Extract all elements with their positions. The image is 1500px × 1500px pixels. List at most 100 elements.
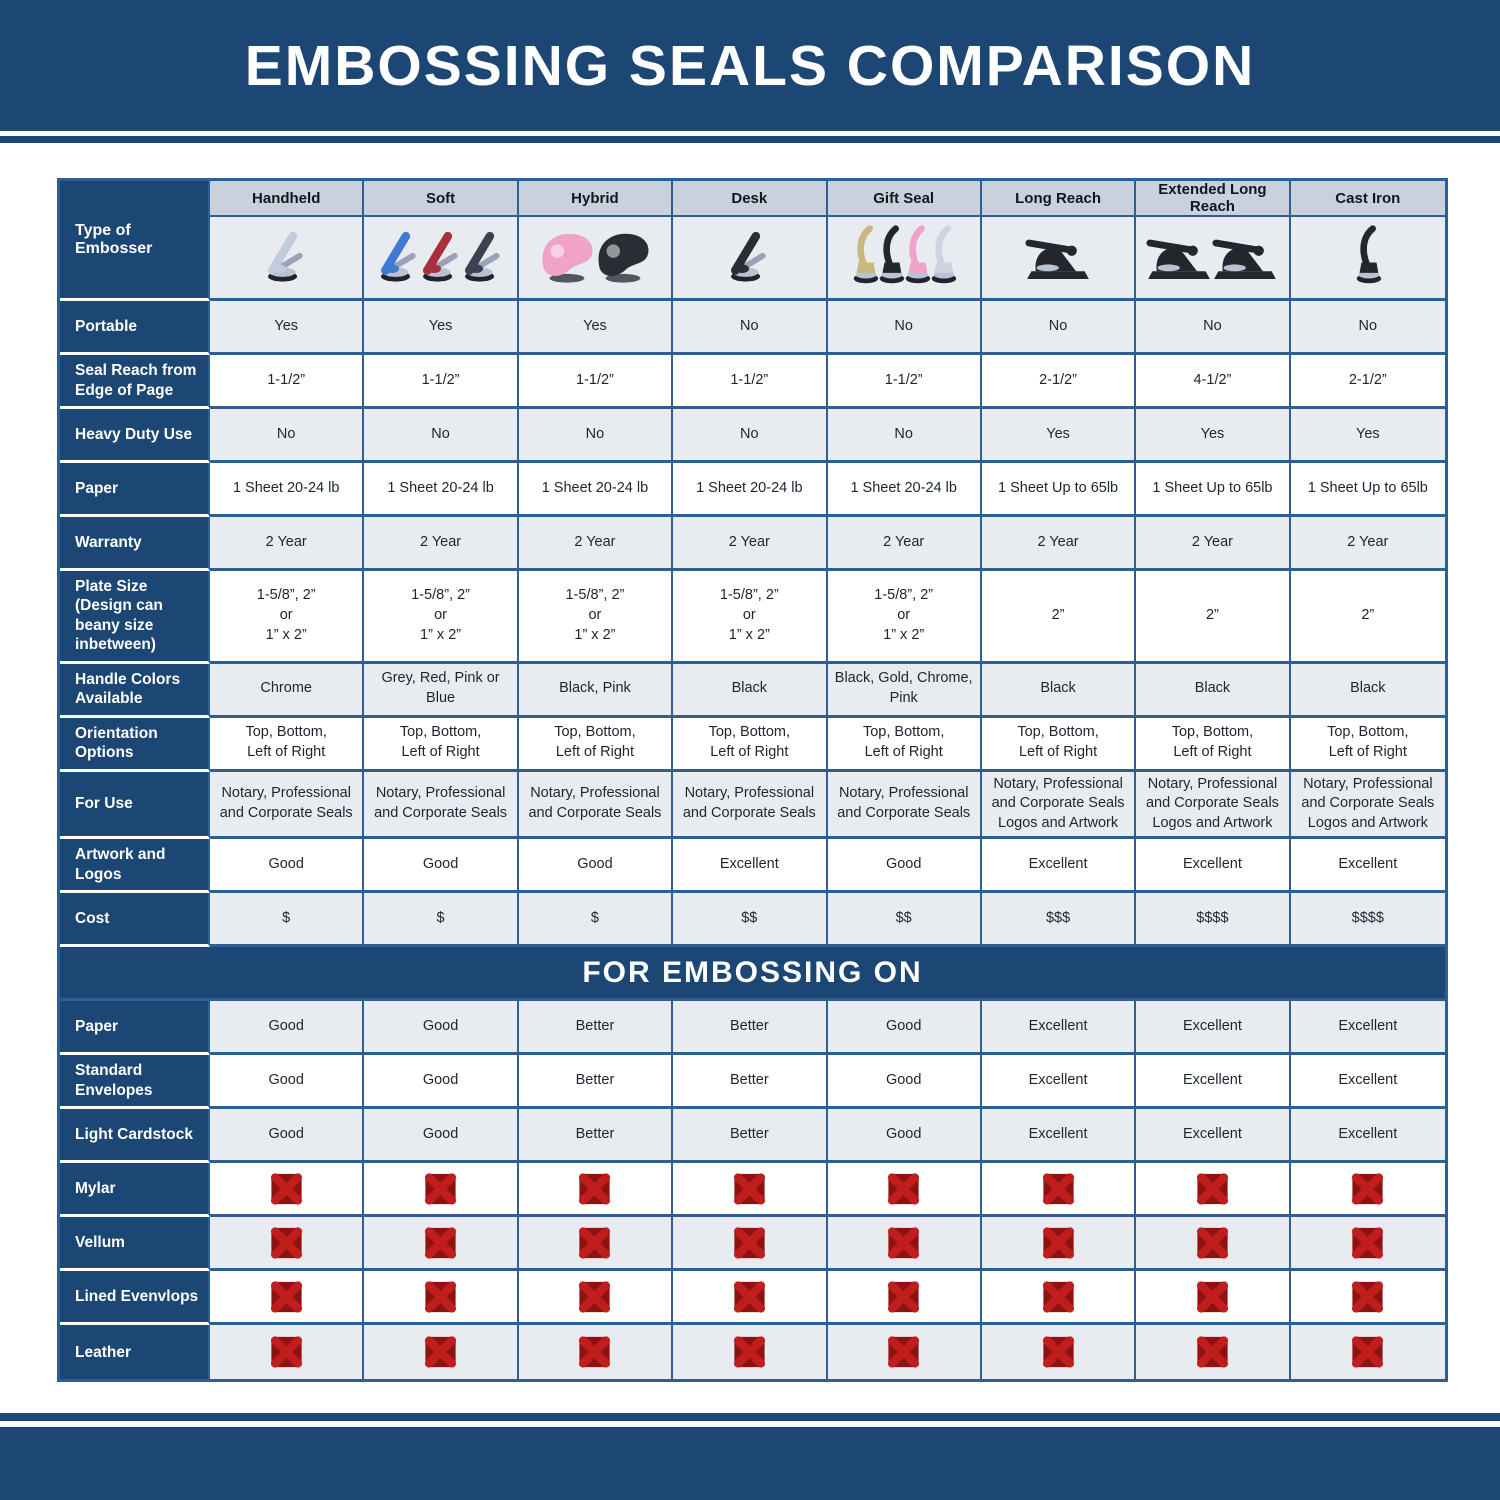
cell: No (518, 409, 674, 463)
cell: Yes (981, 409, 1137, 463)
cell: Good (827, 1109, 982, 1164)
cell: Good (827, 1001, 982, 1056)
row-label: Standard Envelopes (60, 1055, 210, 1110)
cell: 1 Sheet 20-24 lb (518, 463, 674, 517)
cell: 1 Sheet 20-24 lb (827, 463, 982, 517)
x-icon (888, 1227, 920, 1259)
cell: Excellent (1290, 1001, 1445, 1056)
cast-iron-embosser-image (1290, 217, 1445, 301)
cell-not-suitable (981, 1217, 1137, 1272)
column-header-5: Long Reach (981, 181, 1137, 217)
x-icon (1352, 1281, 1384, 1313)
cell: Excellent (981, 1001, 1137, 1056)
cell-not-suitable (210, 1325, 365, 1380)
x-icon (1042, 1336, 1074, 1368)
cell: 1-1/2” (827, 355, 982, 409)
row-label: Lined Evenvlops (60, 1271, 210, 1326)
cell: Excellent (673, 839, 828, 894)
x-icon (1196, 1173, 1229, 1205)
cell: Notary, Professional and Corporate Seals… (1136, 771, 1291, 840)
row-label: Vellum (60, 1217, 210, 1272)
cell: Top, Bottom, Left of Right (364, 717, 519, 772)
cell-not-suitable (1136, 1217, 1291, 1272)
long-reach-embosser-image (981, 217, 1137, 301)
cell: 2” (1290, 571, 1445, 664)
cell: Good (827, 839, 982, 894)
slim-press-icon (849, 223, 881, 292)
cell: 1 Sheet 20-24 lb (364, 463, 519, 517)
cell: 1-5/8”, 2” or 1” x 2” (364, 571, 519, 664)
extended-long-reach-embosser-image (1136, 217, 1291, 301)
cell: Notary, Professional and Corporate Seals (827, 771, 982, 840)
cell: Better (518, 1001, 674, 1056)
cell: $$$$ (1136, 893, 1291, 948)
x-icon (733, 1336, 765, 1368)
x-icon (579, 1336, 611, 1368)
corner-row-label: Type of Embosser (60, 181, 210, 301)
cell: Excellent (1136, 839, 1291, 894)
cell: Notary, Professional and Corporate Seals (210, 771, 365, 840)
cell-not-suitable (827, 1325, 982, 1380)
cell-not-suitable (518, 1163, 674, 1218)
x-icon (1042, 1227, 1074, 1259)
soft-embosser-image (364, 217, 519, 301)
row-label: For Use (60, 771, 210, 840)
cell: No (673, 409, 828, 463)
cell: 2 Year (210, 517, 365, 571)
page-title: EMBOSSING SEALS COMPARISON (244, 33, 1256, 98)
cell: Good (210, 1109, 365, 1164)
cell: Good (364, 1055, 519, 1110)
cell: $$$$ (1290, 893, 1445, 948)
cell: No (1136, 301, 1291, 355)
cell: Top, Bottom, Left of Right (210, 717, 365, 772)
cell-not-suitable (210, 1163, 365, 1218)
cell: No (827, 301, 982, 355)
cell: 1-1/2” (518, 355, 674, 409)
cell: Top, Bottom, Left of Right (1290, 717, 1445, 772)
cell: 2 Year (1290, 517, 1445, 571)
cell-not-suitable (518, 1271, 674, 1326)
cell: Black, Gold, Chrome, Pink (827, 663, 982, 718)
row-label: Portable (60, 301, 210, 355)
cell: 2 Year (827, 517, 982, 571)
x-icon (1352, 1227, 1384, 1259)
cell: Chrome (210, 663, 365, 718)
cell: 2 Year (518, 517, 674, 571)
column-header-6: Extended Long Reach (1136, 181, 1291, 217)
cell: 1 Sheet 20-24 lb (210, 463, 365, 517)
x-icon (579, 1227, 611, 1259)
x-icon (733, 1173, 765, 1205)
cell: Notary, Professional and Corporate Seals… (981, 771, 1137, 840)
cell: Good (210, 839, 365, 894)
cell: $ (364, 893, 519, 948)
cell-not-suitable (673, 1217, 828, 1272)
row-label: Plate Size (Design can beany size inbetw… (60, 571, 210, 664)
cell-not-suitable (1136, 1325, 1291, 1380)
desk-press-icon (1143, 224, 1215, 291)
cell: No (364, 409, 519, 463)
cell-not-suitable (364, 1217, 519, 1272)
cell: $$$ (981, 893, 1137, 948)
cell: Good (827, 1055, 982, 1110)
cell: Excellent (1136, 1055, 1291, 1110)
cell: 2 Year (981, 517, 1137, 571)
row-label: Cost (60, 893, 210, 948)
section-band: FOR EMBOSSING ON (60, 947, 1445, 1002)
row-label: Warranty (60, 517, 210, 571)
cell: Excellent (1290, 1109, 1445, 1164)
cell: 2” (981, 571, 1137, 664)
cell: $$ (827, 893, 982, 948)
cell: 2 Year (1136, 517, 1291, 571)
row-label: Leather (60, 1325, 210, 1380)
cell: Excellent (1290, 839, 1445, 894)
cell-not-suitable (827, 1217, 982, 1272)
cell: Better (518, 1109, 674, 1164)
hand-press-icon (459, 223, 507, 292)
column-header-0: Handheld (210, 181, 365, 217)
x-icon (270, 1173, 302, 1205)
cell-not-suitable (1290, 1163, 1445, 1218)
x-icon (888, 1173, 920, 1205)
blob-press-icon (592, 225, 654, 290)
cell: $$ (673, 893, 828, 948)
slim-press-icon (875, 223, 907, 292)
